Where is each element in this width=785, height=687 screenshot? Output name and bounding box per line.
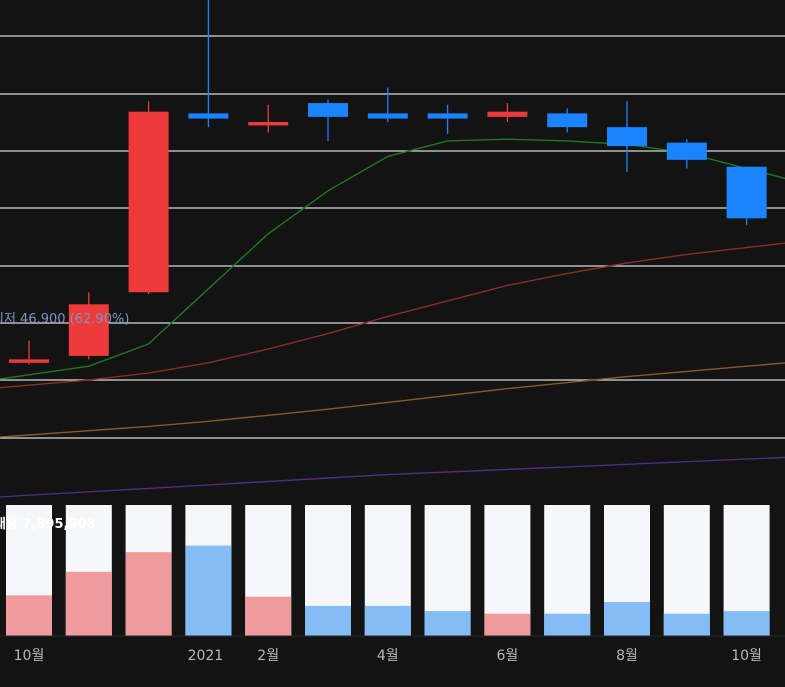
moving-average-ma_longest <box>0 456 785 498</box>
candles <box>9 0 767 365</box>
candle-body <box>666 142 707 160</box>
volume-bar-2020-10 <box>6 505 52 636</box>
moving-average-ma_long <box>0 362 785 438</box>
volume-bar <box>364 605 411 636</box>
lowest-price-annotation: 최저 46,900 (62.90%) <box>0 312 129 327</box>
candle-2021-08 <box>607 101 647 172</box>
volume-bar-2021-05 <box>424 505 471 636</box>
candle-body <box>607 127 647 147</box>
candle-2020-11 <box>68 292 109 360</box>
volume-bar <box>544 613 591 636</box>
candle-body <box>308 103 348 117</box>
x-tick-label: 8월 <box>616 648 638 664</box>
x-tick-label: 4월 <box>377 648 399 664</box>
grid-lines <box>0 0 785 500</box>
volume-label: 거래량 7,895,908 <box>0 517 96 532</box>
x-axis: 10월 2021 2월 4월 6월 8월 10월 <box>0 635 785 664</box>
volume-bar <box>245 596 292 636</box>
volume-bar <box>604 601 650 636</box>
moving-average-ma_mid <box>0 242 785 389</box>
volume-bar <box>65 571 112 636</box>
candle-2021-07 <box>547 108 588 133</box>
x-tick-label: 2021 <box>188 648 224 664</box>
volume-bar-2021-01 <box>185 505 232 636</box>
x-tick-label: 6월 <box>497 648 519 664</box>
volume-bar-2021-08 <box>604 505 650 636</box>
candle-2021-10 <box>726 166 767 226</box>
candle-2021-05 <box>427 104 468 135</box>
volume-bar-2020-12 <box>125 505 172 636</box>
candle-body <box>68 304 109 356</box>
x-tick-label: 10월 <box>731 648 762 664</box>
candle-2021-04 <box>367 87 408 122</box>
volume-bar <box>723 611 770 636</box>
candle-2021-01 <box>188 0 229 128</box>
volume-bar-2021-03 <box>305 505 351 636</box>
volume-bar <box>125 552 172 636</box>
volume-panel <box>0 500 785 687</box>
candle-body <box>726 166 767 219</box>
candle-body <box>547 113 588 128</box>
volume-bar <box>424 611 471 636</box>
candle-body <box>367 113 408 119</box>
volume-bar <box>663 613 710 636</box>
x-tick-label: 10월 <box>14 648 45 664</box>
candle-2021-06 <box>487 103 528 122</box>
volume-bar-2021-09 <box>663 505 710 636</box>
candle-body <box>9 359 49 363</box>
candle-body <box>128 111 169 293</box>
candle-body <box>248 122 289 126</box>
candle-body <box>487 111 528 117</box>
volume-bar <box>6 595 52 636</box>
volume-bar-2021-06 <box>484 505 531 636</box>
volume-bar <box>305 605 351 636</box>
volume-bar-2021-07 <box>544 505 591 636</box>
candle-2021-02 <box>248 104 289 133</box>
volume-bar-2021-04 <box>364 505 411 636</box>
volume-bar <box>484 613 531 636</box>
x-tick-label: 2월 <box>257 648 279 664</box>
volume-bar-2021-10 <box>723 505 770 636</box>
price-panel-background <box>0 0 785 500</box>
candle-2021-03 <box>308 99 348 141</box>
candle-2020-12 <box>128 101 169 294</box>
candle-2021-09 <box>666 139 707 169</box>
candle-body <box>427 113 468 119</box>
volume-bar <box>185 545 232 636</box>
candle-body <box>188 113 229 119</box>
volume-bar-2020-11 <box>65 505 112 636</box>
volume-bar-2021-02 <box>245 505 292 636</box>
candle-2020-10 <box>9 340 49 365</box>
